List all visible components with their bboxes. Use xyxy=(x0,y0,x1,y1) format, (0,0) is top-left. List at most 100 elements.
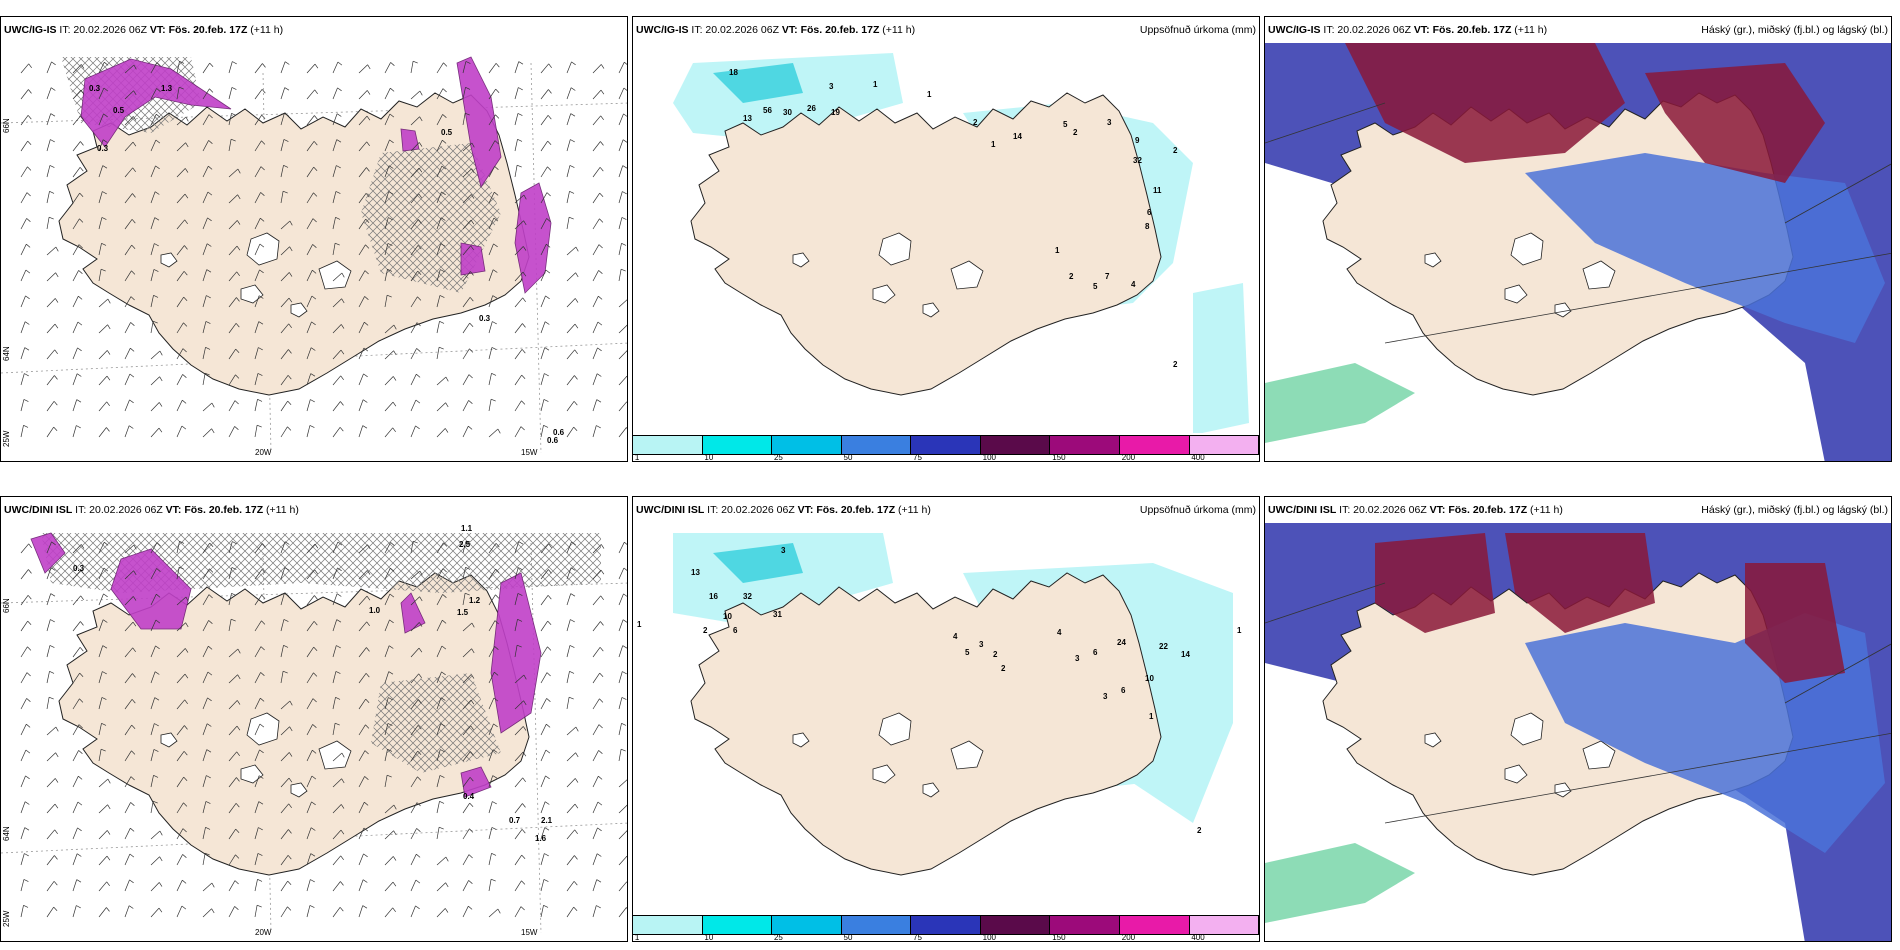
wind-barb xyxy=(384,697,389,710)
wind-barb-flag xyxy=(282,670,288,674)
wind-barb-flag xyxy=(417,750,422,755)
wind-barb xyxy=(228,374,236,386)
wind-barb xyxy=(280,139,285,152)
lead-time: (+11 h) xyxy=(1530,504,1563,516)
snow-amount-label: 0.4 xyxy=(463,792,475,801)
wind-barb-flag xyxy=(287,855,292,860)
wind-barb xyxy=(566,113,572,126)
wind-barb-flag xyxy=(205,321,211,324)
wind-barb xyxy=(176,87,180,100)
wind-barb-flag xyxy=(55,298,59,303)
wind-barb-flag xyxy=(621,217,627,220)
wind-barb xyxy=(46,401,55,412)
wind-barb-flag xyxy=(284,541,290,545)
colorbar-segment xyxy=(841,436,912,454)
wind-barb-flag xyxy=(522,323,526,328)
wind-barb-flag xyxy=(310,853,316,857)
wind-barb-flag xyxy=(156,88,161,92)
wind-barb-flag xyxy=(573,426,578,431)
wind-barb xyxy=(436,801,440,814)
colorbar-tick-label: 100 xyxy=(982,933,996,942)
wind-barb-flag xyxy=(471,648,475,654)
wind-barb xyxy=(358,698,366,710)
wind-barb xyxy=(202,827,206,840)
wind-barb xyxy=(176,673,186,684)
panel-header: UWC/DINI ISL IT: 20.02.2026 06Z VT: Fös.… xyxy=(633,497,1259,523)
wind-barb xyxy=(20,543,29,554)
wind-barb xyxy=(332,217,336,230)
wind-barb-flag xyxy=(132,621,137,627)
wind-barb-flag xyxy=(178,86,184,90)
wind-barb-flag xyxy=(79,167,84,172)
wind-barb xyxy=(254,775,260,788)
wind-barb xyxy=(254,243,261,256)
wind-barb xyxy=(540,569,549,580)
wind-barb xyxy=(124,141,134,152)
wind-barb xyxy=(436,165,443,178)
wind-barb-flag xyxy=(55,272,59,278)
panel-header: UWC/DINI ISL IT: 20.02.2026 06Z VT: Fös.… xyxy=(1265,497,1891,523)
wind-barb xyxy=(332,541,339,554)
wind-barb xyxy=(306,698,314,710)
wind-barb-flag xyxy=(129,853,135,858)
wind-barb xyxy=(410,322,418,334)
wind-barb xyxy=(514,349,523,360)
wind-barb xyxy=(176,296,184,308)
wind-barb-flag xyxy=(50,593,56,597)
wind-barb xyxy=(592,750,599,762)
wind-barb xyxy=(124,905,130,918)
wind-barb-flag xyxy=(546,243,551,248)
valid-time: VT: Fös. 20.feb. 17Z xyxy=(149,24,248,36)
wind-barb xyxy=(202,62,210,74)
panel-header: UWC/IG-IS IT: 20.02.2026 06Z VT: Fös. 20… xyxy=(1265,17,1891,43)
wind-barb-flag xyxy=(574,323,579,329)
wind-barb-flag xyxy=(393,830,397,836)
wind-barb xyxy=(280,426,288,438)
wind-barb-flag xyxy=(206,749,212,753)
wind-barb xyxy=(98,217,103,230)
wind-barb-flag xyxy=(49,190,55,194)
wind-barb xyxy=(46,375,55,386)
wind-barb xyxy=(20,569,29,580)
wind-barb xyxy=(618,749,622,762)
wind-barb xyxy=(566,619,571,632)
wind-barb-flag xyxy=(522,271,527,277)
wind-barb-flag xyxy=(623,567,627,571)
wind-barb-flag xyxy=(621,697,627,700)
wind-barb xyxy=(280,220,291,230)
wind-barb xyxy=(384,671,390,684)
wind-barb xyxy=(254,373,259,386)
wind-barb-flag xyxy=(184,673,189,679)
wind-barb-flag xyxy=(25,295,30,300)
wind-barb-flag xyxy=(390,542,395,546)
wind-barb xyxy=(436,217,442,230)
wind-barb xyxy=(72,141,81,152)
wind-barb xyxy=(462,699,472,710)
wind-barb-flag xyxy=(441,165,447,170)
wind-barb xyxy=(540,698,547,710)
wind-barb xyxy=(228,700,238,710)
wind-barb-flag xyxy=(311,801,316,806)
wind-barb xyxy=(514,674,525,684)
wind-barb-flag xyxy=(470,219,475,225)
wind-barb-flag xyxy=(106,375,111,381)
wind-barb-flag xyxy=(523,220,527,226)
wind-barb-flag xyxy=(104,61,109,66)
wind-barb xyxy=(46,906,54,918)
wind-barb-flag xyxy=(24,321,30,325)
wind-barb xyxy=(72,399,78,412)
precipitation-amount-label: 2 xyxy=(1073,128,1078,137)
wind-barb-flag xyxy=(309,425,315,428)
wind-barb xyxy=(124,270,132,282)
wind-barb-flag xyxy=(364,750,369,755)
wind-barb-flag xyxy=(258,295,264,299)
wind-barb xyxy=(488,243,494,256)
wind-barb xyxy=(176,596,187,606)
wind-barb-flag xyxy=(599,672,604,677)
wind-barb-flag xyxy=(522,777,526,783)
wind-barb xyxy=(540,115,549,126)
wind-barb xyxy=(410,167,420,178)
wind-barb-flag xyxy=(130,322,135,326)
wind-barb xyxy=(540,244,547,256)
wind-barb-flag xyxy=(388,217,393,221)
